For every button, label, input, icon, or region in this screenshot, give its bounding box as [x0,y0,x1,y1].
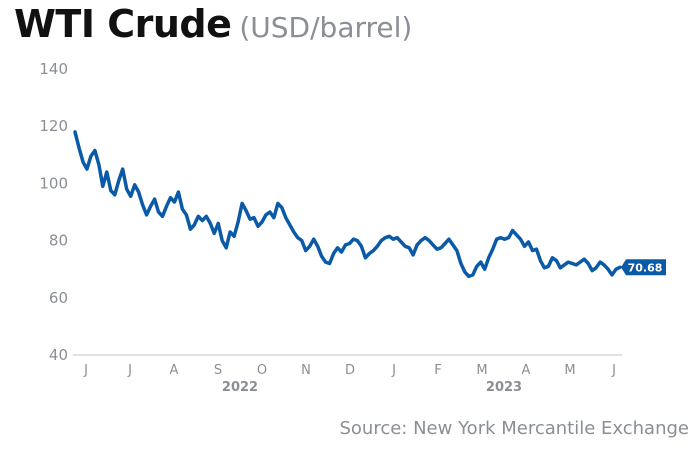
x-tick-label: D [345,363,355,378]
y-tick-label: 40 [49,346,68,364]
x-tick-label: M [476,363,487,378]
x-tick-label: O [257,363,267,378]
y-tick-label: 60 [49,289,68,307]
x-tick-label: A [170,363,179,378]
end-value-text: 70.68 [628,261,663,274]
chart-subtitle: (USD/barrel) [239,11,413,44]
end-value-label: 70.68 [621,259,666,276]
y-axis: 40 60 80 100 120 140 [39,60,68,364]
y-tick-label: 140 [39,60,68,78]
x-axis: J J A S O N D J F M A M J 2022 2023 [83,363,616,395]
x-tick-label: M [564,363,575,378]
x-tick-label: J [391,363,396,378]
series-line-wti [73,130,622,279]
x-tick-label: J [127,363,132,378]
x-tick-label: S [214,363,222,378]
x-tick-label: J [83,363,88,378]
y-tick-label: 120 [39,117,68,135]
end-value-badge [621,259,666,276]
year-label: 2023 [486,380,522,395]
year-label: 2022 [222,380,258,395]
source-note: Source: New York Mercantile Exchange [339,418,689,439]
x-tick-label: F [434,363,441,378]
title-row: WTI Crude (USD/barrel) [14,2,412,46]
x-tick-label: A [522,363,531,378]
y-tick-label: 80 [49,232,68,250]
y-tick-label: 100 [39,174,68,192]
x-tick-label: N [301,363,311,378]
chart-title: WTI Crude [14,2,232,46]
x-tick-label: J [611,363,616,378]
